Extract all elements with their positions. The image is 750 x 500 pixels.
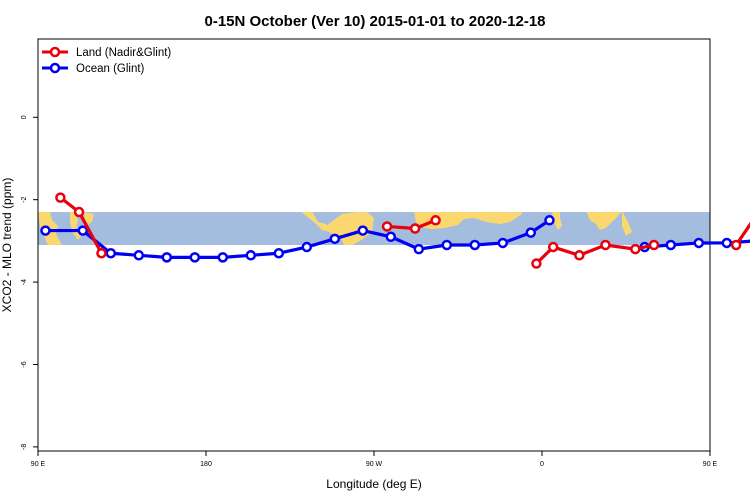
- y-tick-label: -8: [21, 444, 28, 450]
- data-point: [77, 225, 89, 236]
- data-point: [413, 243, 425, 255]
- legend-land-label: Land (Nadir&Glint): [76, 47, 171, 59]
- x-tick-label: 180: [200, 461, 212, 468]
- x-axis-label: Longitude (deg E): [326, 477, 421, 491]
- data-point: [217, 252, 229, 263]
- series-line: [644, 239, 750, 249]
- data-point: [73, 206, 85, 218]
- data-point: [665, 239, 677, 251]
- x-tick-label: 90 E: [31, 461, 46, 468]
- data-point: [630, 243, 641, 255]
- data-point: [441, 239, 453, 251]
- chart-title: 0-15N October (Ver 10) 2015-01-01 to 202…: [204, 13, 545, 30]
- legend-ocean-marker: [49, 62, 61, 74]
- x-tick-label: 90 E: [703, 461, 718, 468]
- land-indochina: [586, 212, 622, 230]
- land-central-america: [301, 212, 330, 232]
- data-point: [497, 237, 509, 249]
- land-south-america: [326, 212, 374, 245]
- data-point: [574, 250, 585, 261]
- data-point: [273, 247, 285, 259]
- data-point: [40, 225, 51, 236]
- data-point: [357, 225, 369, 236]
- data-point: [161, 252, 173, 263]
- data-point: [245, 250, 257, 261]
- y-axis-label: XCO2 - MLO trend (ppm): [0, 178, 14, 313]
- x-tick-label: 0: [540, 461, 544, 468]
- land-philippines-east: [622, 212, 632, 236]
- data-point: [531, 258, 542, 269]
- series-land: [55, 192, 750, 269]
- data-point: [409, 223, 421, 234]
- data-point: [301, 241, 313, 253]
- data-point: [430, 215, 441, 226]
- data-point: [133, 250, 145, 261]
- data-point: [105, 247, 117, 259]
- legend-land-marker: [49, 46, 61, 58]
- data-point: [693, 237, 705, 249]
- legend: Land (Nadir&Glint) Ocean (Glint): [42, 46, 171, 75]
- land-india: [552, 212, 562, 230]
- data-point: [648, 239, 660, 251]
- legend-ocean-label: Ocean (Glint): [76, 63, 145, 75]
- data-point: [385, 231, 397, 243]
- data-point: [55, 192, 66, 203]
- data-point: [730, 239, 742, 251]
- y-tick-label: -2: [21, 196, 28, 202]
- data-point: [189, 252, 201, 263]
- data-point: [547, 241, 559, 253]
- data-point: [544, 215, 555, 226]
- data-point: [721, 237, 733, 249]
- data-point: [381, 221, 393, 232]
- land-africa: [414, 212, 522, 229]
- data-point: [329, 233, 341, 245]
- data-point: [600, 239, 611, 251]
- plot-area: 90 E 180 90 W 0 90 E 0 -2 -4 -6 -8: [21, 38, 750, 468]
- x-tick-label: 90 W: [366, 461, 383, 468]
- data-point: [525, 227, 537, 238]
- data-point: [469, 239, 481, 251]
- y-tick-label: 0: [21, 115, 28, 119]
- series-ocean: [40, 215, 750, 263]
- y-tick-label: -6: [21, 361, 28, 367]
- y-tick-label: -4: [21, 279, 28, 285]
- data-point: [96, 247, 107, 259]
